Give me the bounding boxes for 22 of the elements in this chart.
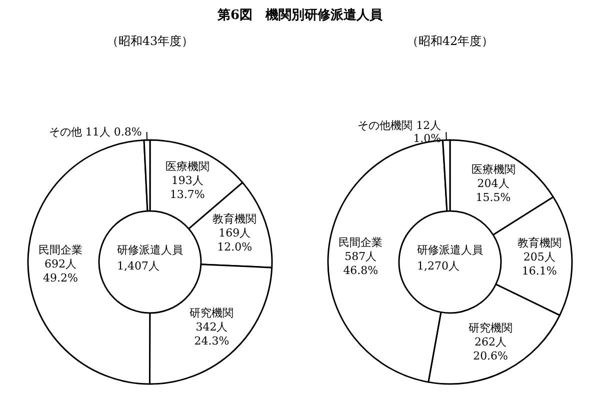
data-label: 692人 49.2%: [43, 258, 78, 285]
slice-label: 民間企業: [38, 244, 83, 257]
data-label: 193人 13.7%: [170, 174, 205, 202]
text: 研修派遣人員 1,407人: [117, 244, 183, 272]
text: 第6図 機関別研修派遣人員: [216, 7, 384, 24]
data-label: 204人 15.5%: [476, 177, 511, 204]
slice-label: 研究機関: [190, 306, 234, 320]
slice-label: 医療機関: [471, 163, 516, 176]
slice-label: 民間企業: [338, 236, 383, 250]
slice-label: 教育機関: [212, 212, 257, 226]
data-label: 205人 16.1%: [522, 250, 557, 278]
slice-label: その他 11人 0.8%: [48, 126, 142, 139]
data-label: 342人 24.3%: [194, 320, 230, 348]
slice-label: 教育機関: [517, 236, 562, 250]
text: 研修派遣人員 1,270人: [417, 244, 483, 272]
chart-subtitle: （昭和42年度）: [406, 34, 494, 48]
slice-label: 研究機関: [468, 321, 513, 334]
data-label: 587人 46.8%: [343, 250, 378, 278]
data-label: 169人 12.0%: [217, 226, 252, 254]
data-label: 262人 20.6%: [473, 335, 508, 362]
chart-subtitle: （昭和43年度）: [106, 34, 194, 48]
slice-label: 医療機関: [165, 160, 210, 174]
